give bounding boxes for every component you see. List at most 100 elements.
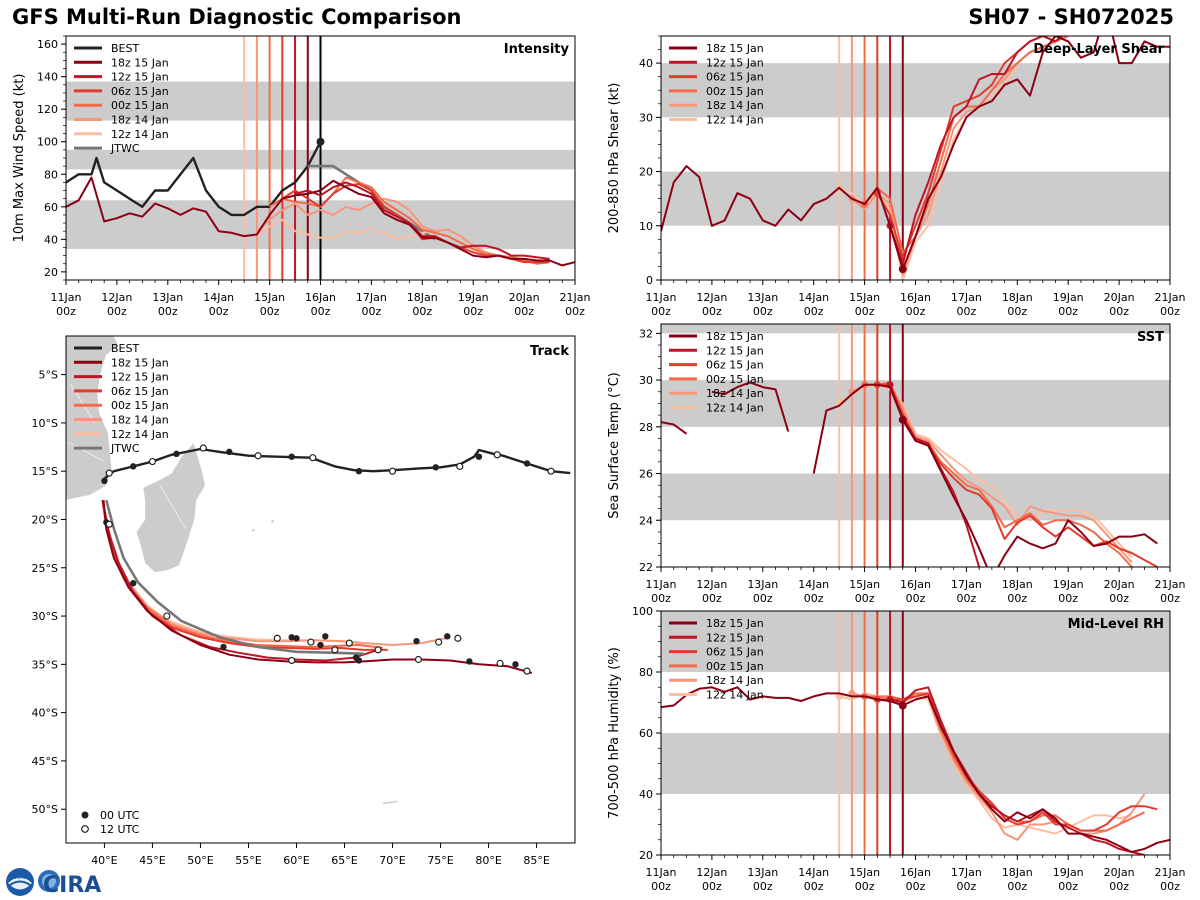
x-tick-label: 45°E <box>139 854 165 867</box>
jtwc-track <box>105 499 364 655</box>
legend-label: BEST <box>111 342 139 355</box>
threshold-band <box>661 473 1170 521</box>
fix-00utc-marker <box>475 453 483 460</box>
y-tick-label: 40 <box>44 233 58 246</box>
y-tick-label: 35°S <box>32 658 58 671</box>
x-tick-label: 13Jan <box>152 291 183 304</box>
x-tick-label: 75°E <box>427 854 453 867</box>
y-tick-label: 120 <box>37 103 58 116</box>
legend-label: 18z 15 Jan <box>706 330 764 343</box>
fix-12utc-marker <box>105 469 113 477</box>
plot-frame <box>65 335 576 844</box>
x-tick-label: 00z <box>1007 592 1027 605</box>
legend-label: 00z 15 Jan <box>111 99 169 112</box>
series-line <box>877 692 1158 832</box>
legend-label: 18z 15 Jan <box>706 617 764 630</box>
x-tick-label: 00z <box>753 880 773 893</box>
noaa-logo: NOAA <box>6 868 34 896</box>
y-tick-label: 22 <box>639 561 653 574</box>
current-marker <box>898 701 907 710</box>
x-tick-label: 19Jan <box>1053 866 1084 879</box>
legend-label: JTWC <box>110 142 140 155</box>
legend-label: 12z 15 Jan <box>111 371 169 384</box>
x-tick-label: 00z <box>158 305 178 318</box>
x-tick-label: 00z <box>651 880 671 893</box>
fix-00utc-marker <box>220 643 227 651</box>
y-tick-label: 40 <box>639 57 653 70</box>
legend-label: 00z 15 Jan <box>706 85 764 98</box>
x-tick-label: 00z <box>804 305 824 318</box>
fix-12utc-marker <box>163 612 171 620</box>
fix-12utc-marker <box>456 462 464 470</box>
series-line <box>661 36 1170 271</box>
fix-00utc-marker <box>173 450 180 458</box>
legend-label: 12z 15 Jan <box>706 631 764 644</box>
x-tick-label: 00z <box>463 305 483 318</box>
x-tick-label: 50°E <box>187 854 213 867</box>
legend-label: 06z 15 Jan <box>111 385 169 398</box>
fix-00utc-marker <box>288 634 295 641</box>
x-tick-label: 17Jan <box>951 291 982 304</box>
plot-area-rh <box>661 611 1170 855</box>
series-line <box>661 686 1170 853</box>
x-tick-label: 18Jan <box>407 291 438 304</box>
plot-area-track <box>66 336 571 805</box>
fix-12utc-marker <box>331 646 339 654</box>
legend-label: BEST <box>111 42 139 55</box>
x-tick-label: 00z <box>651 305 671 318</box>
x-tick-label: 00z <box>107 305 127 318</box>
x-tick-label: 00z <box>1109 592 1129 605</box>
x-tick-label: 00z <box>1160 305 1180 318</box>
panel-sst: 11Jan00z12Jan00z13Jan00z14Jan00z15Jan00z… <box>607 323 1185 605</box>
x-tick-label: 40°E <box>91 854 117 867</box>
x-tick-label: 11Jan <box>646 578 677 591</box>
x-tick-label: 00z <box>565 305 585 318</box>
fix-12utc-marker <box>374 646 382 654</box>
fix-12utc-marker <box>496 659 504 667</box>
x-tick-label: 00z <box>957 592 977 605</box>
y-tick-label: 60 <box>639 727 653 740</box>
plot-area-sst <box>661 324 1170 567</box>
fix-00utc-marker <box>130 463 137 470</box>
border-line <box>159 485 187 530</box>
x-tick-label: 16Jan <box>305 291 336 304</box>
fix-00utc-marker <box>288 453 295 460</box>
x-tick-label: 18Jan <box>1002 291 1033 304</box>
x-tick-label: 00z <box>804 592 824 605</box>
island-reunion <box>251 528 255 532</box>
y-tick-label: 140 <box>37 71 58 84</box>
x-tick-label: 00z <box>753 305 773 318</box>
x-tick-label: 17Jan <box>356 291 387 304</box>
panel-title: Intensity <box>504 42 570 57</box>
legend-label: 00z 15 Jan <box>706 660 764 673</box>
x-tick-label: 12Jan <box>696 866 727 879</box>
panel-title: Deep-Layer Shear <box>1033 42 1164 57</box>
x-tick-label: 20Jan <box>1104 578 1135 591</box>
y-tick-label: 80 <box>639 666 653 679</box>
fix-12utc-marker <box>199 444 207 452</box>
x-tick-label: 16Jan <box>900 291 931 304</box>
legend-marker-00utc <box>81 811 89 819</box>
x-tick-label: 55°E <box>235 854 261 867</box>
fix-12utc-marker <box>288 656 296 665</box>
x-tick-label: 21Jan <box>1155 866 1186 879</box>
legend-label: 18z 14 Jan <box>111 114 169 127</box>
legend-label: 12z 15 Jan <box>111 71 169 84</box>
x-tick-label: 00z <box>260 305 280 318</box>
legend-label: 06z 15 Jan <box>706 359 764 372</box>
legend-label: JTWC <box>110 442 140 455</box>
legend-marker-12utc <box>81 825 89 833</box>
x-tick-label: 00z <box>702 592 722 605</box>
agency-logos: NOAA CIRA <box>6 868 101 898</box>
fix-00utc-marker <box>466 658 473 665</box>
x-tick-label: 00z <box>1109 880 1129 893</box>
x-tick-label: 00z <box>702 305 722 318</box>
legend-label: 12z 14 Jan <box>706 114 764 127</box>
y-tick-label: 26 <box>639 468 653 481</box>
legend-label: 18z 14 Jan <box>706 674 764 687</box>
x-tick-label: 00z <box>957 880 977 893</box>
storm-id: SH07 - SH072025 <box>968 5 1174 29</box>
fix-00utc-marker <box>355 468 363 475</box>
y-tick-label: 20°S <box>32 513 58 526</box>
x-tick-label: 13Jan <box>747 866 778 879</box>
